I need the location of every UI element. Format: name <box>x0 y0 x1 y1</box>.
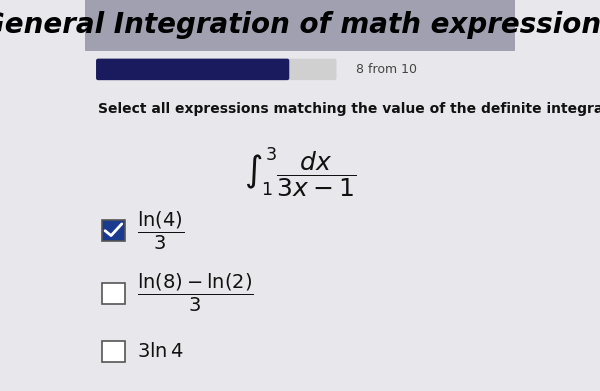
FancyBboxPatch shape <box>101 220 125 241</box>
FancyBboxPatch shape <box>101 283 125 304</box>
Text: Select all expressions matching the value of the definite integral: Select all expressions matching the valu… <box>98 102 600 117</box>
FancyBboxPatch shape <box>85 0 515 51</box>
FancyBboxPatch shape <box>101 341 125 362</box>
Text: $\dfrac{\ln(4)}{3}$: $\dfrac{\ln(4)}{3}$ <box>137 210 184 252</box>
Text: 8 from 10: 8 from 10 <box>356 63 417 76</box>
Text: $\dfrac{\ln(8)-\ln(2)}{3}$: $\dfrac{\ln(8)-\ln(2)}{3}$ <box>137 272 254 314</box>
Text: $\int_{1}^{3} \dfrac{dx}{3x-1}$: $\int_{1}^{3} \dfrac{dx}{3x-1}$ <box>244 145 356 199</box>
FancyBboxPatch shape <box>96 59 337 80</box>
Text: $3\ln 4$: $3\ln 4$ <box>137 343 184 361</box>
FancyBboxPatch shape <box>96 59 289 80</box>
Text: General Integration of math expressions: General Integration of math expressions <box>0 11 600 39</box>
